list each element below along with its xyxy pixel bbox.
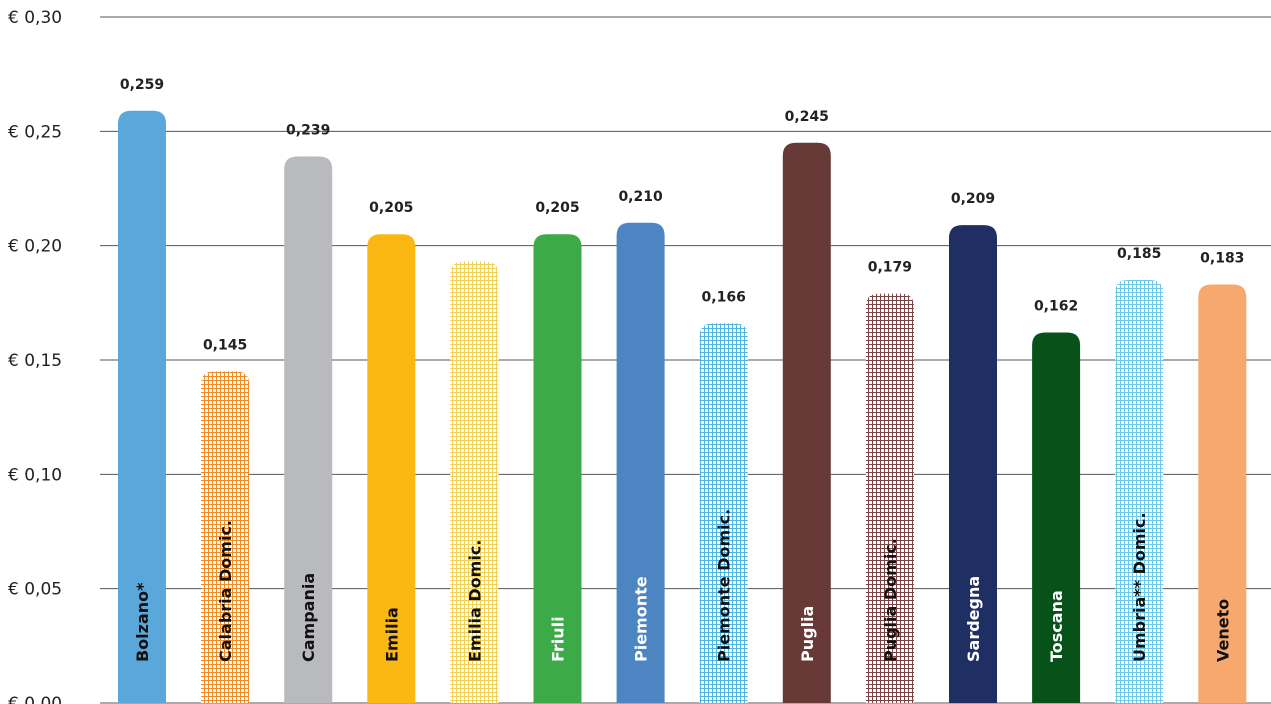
bar: [699, 323, 748, 703]
category-label: Piemonte: [632, 576, 651, 662]
bar: [533, 234, 582, 703]
y-tick-label: € 0,25: [8, 122, 62, 142]
data-label: 0,205: [535, 200, 579, 216]
bar: [1115, 279, 1164, 703]
bar: [118, 110, 166, 703]
data-label: 0,245: [785, 109, 829, 125]
category-label: Calabria Domic.: [216, 520, 235, 662]
data-label: 0,162: [1034, 299, 1078, 315]
y-axis-ticks: € 0,00 € 0,05 € 0,10 € 0,15 € 0,20 € 0,25 € 0,…: [8, 8, 62, 704]
bar: [201, 371, 250, 703]
y-tick-label: € 0,30: [8, 8, 62, 28]
category-label: Toscana: [1047, 590, 1066, 662]
bar: [865, 293, 914, 703]
y-tick-label: € 0,15: [8, 351, 62, 371]
bar: [1032, 332, 1081, 703]
data-label: 0,210: [618, 189, 663, 205]
category-label: Sardegna: [964, 576, 983, 662]
y-tick-label: € 0,10: [8, 465, 62, 485]
bar: [367, 234, 416, 703]
y-tick-label: € 0,20: [8, 237, 62, 257]
y-tick-label: € 0,05: [8, 580, 62, 600]
bar: [284, 156, 333, 703]
data-label: 0,145: [203, 337, 247, 353]
data-label: 0,179: [868, 260, 912, 276]
data-label: 0,209: [951, 191, 995, 207]
bar: [616, 222, 665, 704]
category-label: Friuli: [549, 616, 568, 662]
category-label: Umbria** Domic.: [1130, 512, 1149, 662]
category-label: Emilia: [382, 607, 401, 662]
data-label: 0,239: [286, 122, 330, 138]
bars: [118, 110, 1247, 704]
gridlines: [100, 16, 1271, 704]
data-label: 0,166: [702, 289, 746, 305]
category-label: Campania: [299, 573, 318, 662]
category-label: Piemonte Domic.: [715, 509, 734, 662]
category-label: Bolzano*: [133, 582, 152, 662]
category-label: Puglia: [798, 606, 817, 662]
category-label: Veneto: [1213, 599, 1232, 662]
data-label: 0,183: [1200, 251, 1244, 267]
data-label: 0,185: [1117, 246, 1161, 262]
y-tick-label: € 0,00: [8, 694, 62, 704]
category-labels: Bolzano* Calabria Domic. Campania Emilia Emi…: [133, 509, 1232, 662]
bar: [450, 261, 499, 703]
data-labels: 0,259 0,145 0,239 0,205 0,205 0,210 0,166 0,245…: [120, 77, 1245, 354]
category-label: Emilia Domic.: [465, 540, 484, 662]
data-label: 0,259: [120, 77, 164, 93]
bar: [782, 142, 831, 703]
data-label: 0,205: [369, 200, 413, 216]
bar: [949, 225, 997, 703]
category-label: Puglia Domic.: [881, 538, 900, 662]
bar: [1198, 284, 1247, 703]
